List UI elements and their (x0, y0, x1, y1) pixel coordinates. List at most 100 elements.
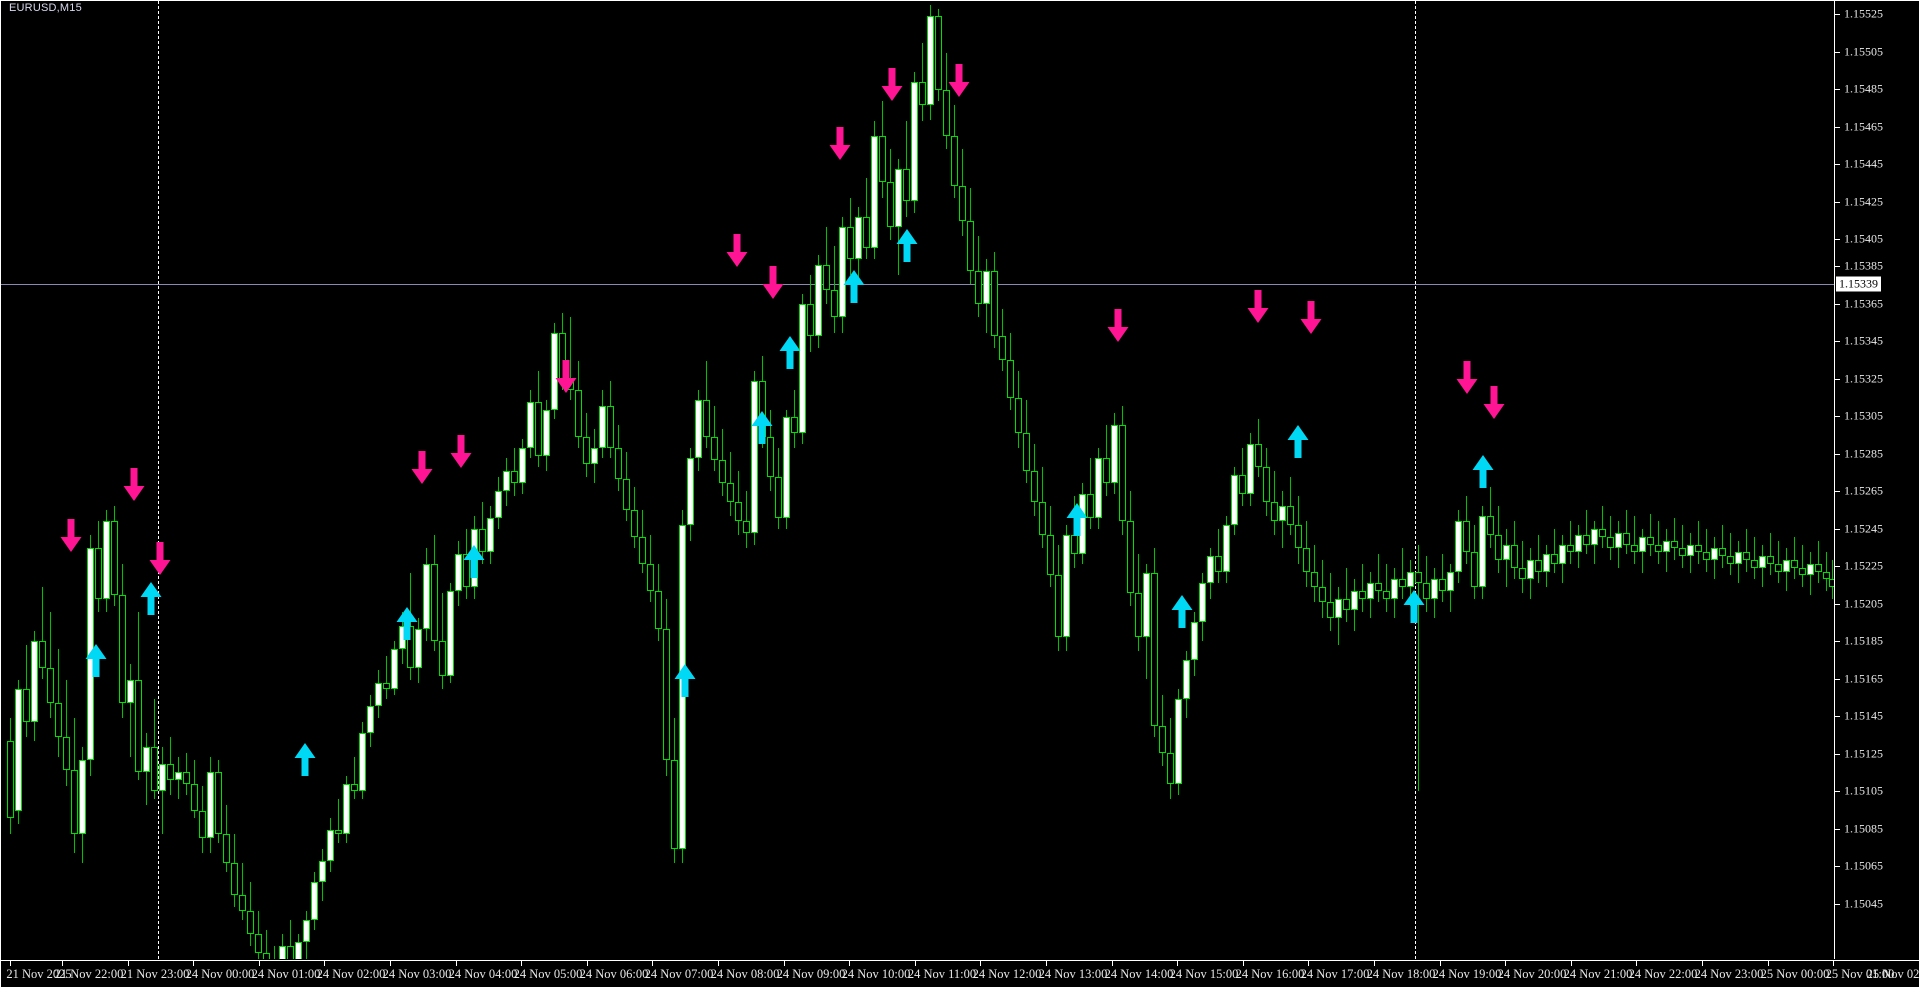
candle-wick (338, 799, 339, 844)
candle-body (1719, 548, 1726, 557)
candle-body (1391, 579, 1398, 599)
candle-body (1119, 425, 1126, 522)
time-tick (1702, 961, 1703, 966)
time-scale[interactable]: 21 Nov 2025 21 Nov 22:00 21 Nov 23:00 24 No… (1, 960, 1920, 987)
candle-body (655, 590, 662, 630)
sell-arrow-icon (762, 266, 784, 300)
candle-body (183, 772, 190, 784)
candle-body (23, 689, 30, 722)
candle-body (1207, 556, 1214, 584)
candle-wick (1832, 559, 1833, 599)
time-tick (62, 961, 63, 966)
candle-body (983, 270, 990, 304)
sell-arrow-icon (149, 542, 171, 576)
price-tick (1835, 529, 1840, 530)
candle-body (367, 706, 374, 734)
candle-body (1071, 534, 1078, 555)
candle-body (1183, 660, 1190, 699)
candle-body (1367, 583, 1374, 599)
price-tick-label: 1.15305 (1844, 408, 1883, 423)
candle-body (1631, 544, 1638, 553)
candle-body (1295, 525, 1302, 549)
candle-wick (1386, 563, 1387, 613)
price-tick (1835, 14, 1840, 15)
candle-body (239, 895, 246, 911)
candle-body (703, 400, 710, 437)
price-tick-label: 1.15065 (1844, 858, 1883, 873)
buy-arrow-icon (779, 335, 801, 369)
candle-wick (1626, 509, 1627, 555)
candle-body (1455, 521, 1462, 572)
candle-body (1271, 502, 1278, 522)
candle-body (1135, 592, 1142, 638)
time-tick-label: 24 Nov 08:00 (710, 967, 780, 981)
buy-arrow-icon (1171, 594, 1193, 628)
time-tick (784, 961, 785, 966)
candle-body (1215, 556, 1222, 572)
candle-body (15, 689, 22, 811)
candle-wick (42, 586, 43, 680)
time-tick (128, 961, 129, 966)
day-separator (1415, 1, 1416, 959)
candle-body (1263, 467, 1270, 503)
candle-body (319, 860, 326, 882)
candle-body (671, 760, 678, 850)
buy-arrow-icon (463, 544, 485, 578)
price-tick-label: 1.15465 (1844, 119, 1883, 134)
price-tick (1835, 791, 1840, 792)
candle-body (1247, 444, 1254, 495)
candle-body (743, 521, 750, 533)
candle-wick (50, 612, 51, 719)
candle-body (1727, 556, 1734, 564)
candle-body (1639, 536, 1646, 553)
price-scale[interactable]: 1.15525 1.15505 1.15485 1.15465 1.15445 1.154… (1834, 1, 1919, 959)
candle-body (695, 400, 702, 458)
candle-wick (1722, 525, 1723, 568)
time-tick (390, 961, 391, 966)
candle-body (1471, 552, 1478, 587)
candle-body (951, 135, 958, 187)
candle-body (223, 833, 230, 863)
time-tick (1833, 961, 1834, 966)
price-tick-label: 1.15045 (1844, 896, 1883, 911)
candle-body (1583, 534, 1590, 545)
candle-body (1087, 494, 1094, 518)
candle-body (47, 667, 54, 703)
sell-arrow-icon (948, 64, 970, 98)
candle-wick (1402, 548, 1403, 599)
candle-body (463, 554, 470, 587)
candle-body (143, 746, 150, 772)
time-tick-label: 24 Nov 13:00 (1038, 967, 1108, 981)
candle-wick (1442, 554, 1443, 603)
candle-body (1239, 475, 1246, 495)
candle-wick (1362, 563, 1363, 613)
sell-arrow-icon (726, 234, 748, 268)
candle-body (967, 220, 974, 271)
candle-body (791, 417, 798, 433)
candle-body (1447, 571, 1454, 591)
candle-wick (1794, 536, 1795, 580)
price-tick-label: 1.15145 (1844, 708, 1883, 723)
candle-body (327, 829, 334, 861)
candle-wick (1586, 509, 1587, 555)
time-tick-label: 21 Nov 22:00 (54, 967, 124, 981)
price-level-line (1, 284, 1834, 285)
time-tick-label: 24 Nov 00:00 (185, 967, 255, 981)
time-tick (1177, 961, 1178, 966)
candle-wick (1706, 529, 1707, 572)
candle-body (1423, 583, 1430, 599)
candle-body (95, 548, 102, 599)
time-tick-label: 24 Nov 12:00 (972, 967, 1042, 981)
candle-body (855, 216, 862, 260)
candle-wick (354, 756, 355, 799)
chart-plot-area[interactable] (1, 1, 1834, 959)
candle-wick (1674, 517, 1675, 560)
candle-body (1655, 544, 1662, 553)
candle-body (1311, 571, 1318, 587)
time-tick (456, 961, 457, 966)
candle-body (1599, 529, 1606, 537)
candle-wick (1602, 506, 1603, 549)
sell-arrow-icon (1300, 301, 1322, 335)
price-tick (1835, 754, 1840, 755)
candle-body (1527, 559, 1534, 580)
